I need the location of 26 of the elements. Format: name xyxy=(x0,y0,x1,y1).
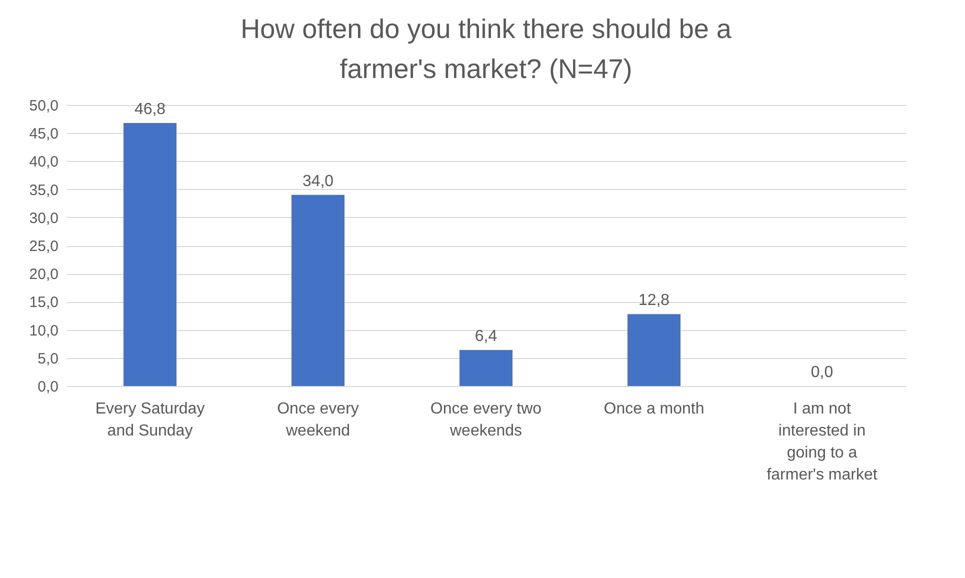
y-tick-label: 50,0 xyxy=(29,98,58,114)
data-label: 12,8 xyxy=(638,292,670,310)
y-tick-label: 20,0 xyxy=(29,266,58,284)
y-tick-label: 15,0 xyxy=(29,294,58,312)
chart-title: How often do you think there should be a farmer's market? (N=47) xyxy=(240,14,732,84)
x-tick-label: I am not interested in going to a farmer's market xyxy=(766,400,878,484)
bar xyxy=(124,122,176,386)
bar xyxy=(628,314,680,386)
y-tick-label: 0,0 xyxy=(38,378,58,396)
y-tick-label: 45,0 xyxy=(29,126,58,143)
x-tick-label: Once every two weekends xyxy=(430,400,542,440)
x-tick-label: Once every weekend xyxy=(277,400,359,440)
y-tick-label: 35,0 xyxy=(29,182,58,199)
y-tick-label: 40,0 xyxy=(29,154,58,171)
x-tick-label: Every Saturday and Sunday xyxy=(95,400,205,440)
y-tick-label: 5,0 xyxy=(38,350,58,368)
bar xyxy=(460,350,512,386)
x-tick-label: Once a month xyxy=(604,400,704,418)
data-label: 6,4 xyxy=(474,328,498,346)
bar xyxy=(292,194,344,386)
y-tick-label: 10,0 xyxy=(29,322,58,340)
y-tick-label: 30,0 xyxy=(29,210,58,227)
data-label: 46,8 xyxy=(134,100,166,118)
data-label: 34,0 xyxy=(302,172,334,190)
y-tick-label: 25,0 xyxy=(29,238,58,255)
data-label: 0,0 xyxy=(810,364,834,381)
